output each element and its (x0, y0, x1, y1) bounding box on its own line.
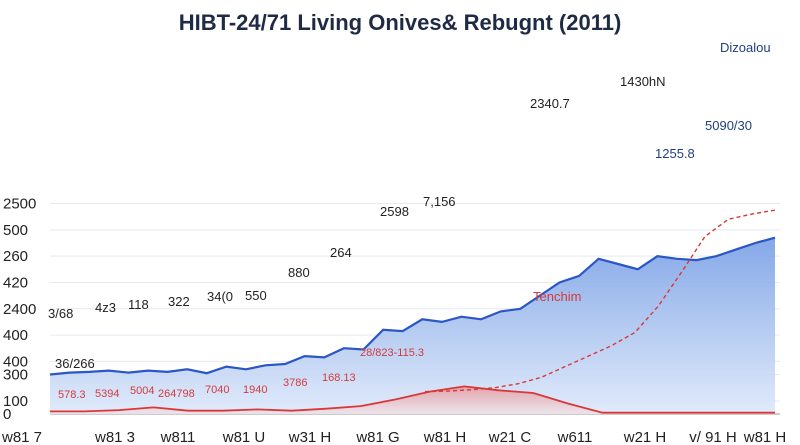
red-dashed-line (424, 209, 776, 393)
data-label: 34(0 (207, 289, 233, 304)
data-label: 322 (168, 294, 190, 309)
data-label: 264 (330, 245, 352, 260)
data-label: 550 (245, 288, 267, 303)
data-label: 7040 (205, 384, 229, 396)
x-tick-label: w81 H (423, 429, 467, 445)
x-tick-label: w81 U (222, 429, 266, 445)
data-label: 2598 (380, 204, 409, 219)
red-series-line (50, 385, 775, 414)
y-tick-label: 400 (3, 327, 28, 344)
data-label: 4z3 (95, 300, 116, 315)
y-tick-label: 500 (3, 222, 28, 239)
x-tick-label: w81 3 (94, 429, 135, 445)
data-label: 3/68 (48, 306, 73, 321)
y-tick-label: 2400 (3, 301, 36, 318)
chart-title: HIBT-24/71 Living Onives& Rebugnt (2011) (178, 10, 622, 35)
data-label: 1940 (243, 384, 267, 396)
y-tick-label: 420 (3, 274, 28, 291)
data-label: 36/266 (55, 356, 95, 371)
x-tick-label: w81 G (355, 429, 399, 445)
x-tick-label: w21 C (488, 429, 532, 445)
y-tick-label: 260 (3, 248, 28, 265)
y-tick-label: 2500 (3, 196, 36, 213)
data-label: 5004 (130, 385, 154, 397)
y-tick-label: 300 (3, 367, 28, 384)
data-label: 264798 (158, 388, 195, 400)
data-label: 3786 (283, 377, 307, 389)
data-label: 1430hN (620, 74, 666, 89)
data-label: 578.3 (58, 389, 86, 401)
data-label: 7,156 (423, 194, 456, 209)
annotation: 1255.8 (655, 146, 695, 161)
legend-label: Dizoalou (720, 40, 771, 55)
data-label: 28/823-115.3 (360, 347, 424, 359)
x-tick-label: w611 (557, 429, 593, 445)
red-area-fill (50, 386, 775, 414)
data-label: 5394 (95, 388, 119, 400)
blue-series-line (49, 236, 776, 376)
data-label: 880 (288, 265, 310, 280)
y-tick-label: 0 (3, 406, 11, 423)
x-tick-label: w21 H (623, 429, 667, 445)
x-tick-label: w31 H (288, 429, 332, 445)
x-tick-label: w811 (160, 429, 196, 445)
annotation: 5090/30 (705, 118, 752, 133)
x-tick-label: w81 H (743, 429, 787, 445)
x-tick-label: v/ 91 H (689, 429, 737, 445)
data-label: 168.13 (322, 372, 356, 384)
data-label: 118 (128, 297, 149, 312)
annotation: Tenchim (533, 289, 581, 304)
data-label: 2340.7 (530, 96, 570, 111)
y-tick-label: 100 (3, 393, 28, 410)
y-tick-label: 400 (3, 353, 28, 370)
x-tick-label: w81 7 (1, 429, 42, 445)
